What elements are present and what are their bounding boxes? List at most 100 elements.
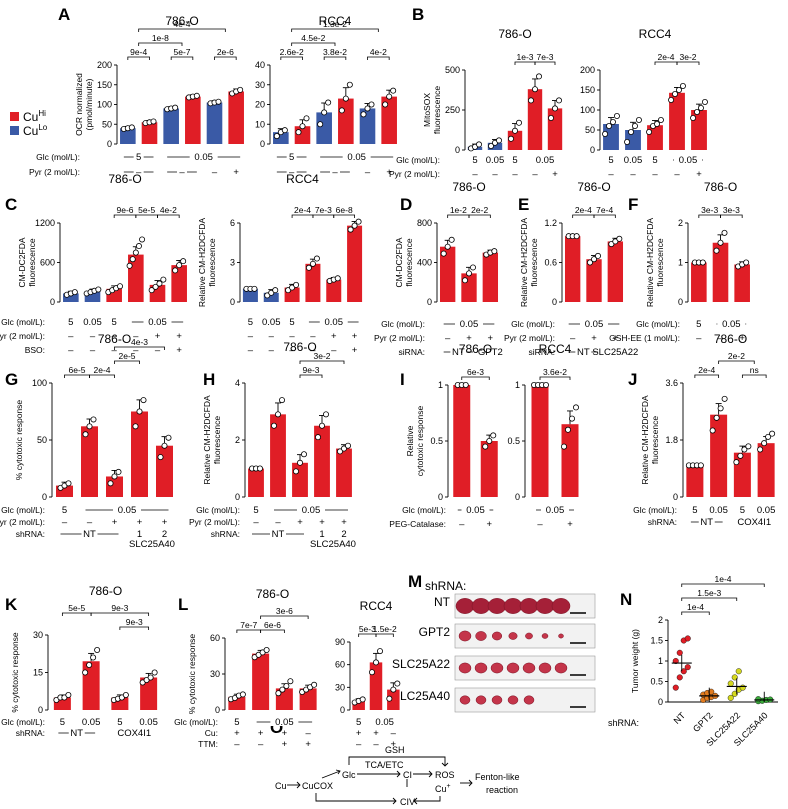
tumor-specimen	[551, 598, 571, 614]
row-value: 5	[472, 155, 477, 166]
row-value: GPT2	[478, 347, 503, 358]
y-axis-label: CM-DC2FDA	[17, 237, 27, 287]
data-point	[156, 280, 163, 287]
data-point	[709, 427, 716, 434]
row-value: 1	[137, 529, 142, 540]
data-point	[507, 135, 514, 142]
y-axis-label: fluorescence	[212, 416, 222, 464]
chart-title: 786-O	[452, 180, 485, 194]
bar	[206, 102, 223, 144]
bar	[453, 385, 471, 497]
row-value: +	[233, 167, 239, 178]
row-value: –	[718, 333, 724, 344]
tumor-specimen	[507, 695, 519, 705]
row-value: –	[269, 345, 275, 356]
row-value: NT	[83, 529, 96, 540]
row-value: 5	[608, 155, 613, 166]
chart-title: 786-O	[577, 180, 610, 194]
sig-label: 9e-3	[302, 365, 319, 375]
row-value: –	[275, 517, 281, 528]
y-tick-label: 1	[515, 380, 520, 390]
sig-bracket	[539, 376, 571, 380]
y-tick-label: 0	[235, 492, 240, 502]
sig-label: 1e-4	[687, 602, 704, 612]
row-value: NT	[272, 529, 285, 540]
row-value: –	[652, 169, 658, 180]
sig-label: 6e-3	[467, 367, 484, 377]
row-value: 0.05	[460, 319, 479, 330]
row-label: GSH-EE (1 mol/L):	[609, 333, 680, 343]
y-axis-label: fluorescence	[432, 86, 442, 134]
y-axis-label: Relative CM-H2DCFDA	[519, 218, 529, 308]
panel-letter: H	[203, 370, 215, 389]
sig-label: 1.3e-2	[323, 19, 347, 29]
sig-label: 5e-5	[68, 603, 85, 613]
data-point	[148, 287, 155, 294]
data-point	[342, 95, 349, 102]
y-axis-label: OCR normalized	[74, 73, 84, 136]
row-value: 5	[289, 317, 294, 328]
row-span-mask	[81, 528, 98, 538]
row-value: +	[162, 517, 168, 528]
o-cucox: CuCOX	[302, 781, 333, 791]
sig-bracket	[135, 214, 158, 218]
data-point	[272, 287, 279, 294]
sig-bracket	[291, 28, 379, 32]
row-label: Glc (mol/L):	[511, 319, 555, 329]
data-point	[602, 130, 609, 137]
y-axis-label: fluorescence	[207, 238, 217, 286]
y-axis-label: Relative CM-H2DCFDA	[645, 218, 655, 308]
y-tick-label: 0.5	[430, 436, 443, 446]
row-span-mask	[189, 151, 218, 161]
chart-title: 786-O	[165, 14, 198, 28]
data-point	[495, 137, 502, 144]
y-axis-label: % cytotoxic response	[10, 632, 20, 713]
tumor-row-label: SLC25A40	[392, 689, 450, 703]
row-span-mask	[286, 166, 297, 176]
data-point	[322, 411, 329, 418]
sig-label: 9e-4	[130, 47, 147, 57]
row-value: 0.05	[486, 155, 505, 166]
data-point	[376, 648, 383, 655]
data-point	[86, 423, 93, 430]
sig-bracket	[358, 633, 377, 637]
tumor-specimen	[455, 598, 475, 614]
data-point	[180, 258, 187, 265]
row-span-mask	[450, 346, 467, 356]
row-value: 5	[62, 505, 67, 516]
data-point	[512, 127, 519, 134]
data-point	[390, 686, 397, 693]
bar	[131, 411, 148, 497]
row-label: Cu:	[205, 728, 218, 738]
sig-bracket	[138, 42, 183, 46]
chart-C1: C 786-O 0 600 1200 CM-DC2FDA fluorescence 9e-6 5…	[0, 172, 187, 356]
row-value: 5	[117, 717, 122, 728]
row-value: –	[248, 331, 254, 342]
chart-title: RCC4	[539, 342, 572, 356]
sig-bracket	[333, 214, 355, 218]
data-point	[215, 98, 222, 105]
y-axis-label: Relative CM-H2DCFDA	[197, 218, 207, 308]
row-value: +	[112, 517, 118, 528]
data-point	[699, 259, 706, 266]
bar	[480, 441, 498, 497]
y-tick-label: 30	[335, 682, 345, 692]
bar	[82, 661, 100, 710]
row-span-mask	[270, 528, 286, 538]
tumor-specimen	[523, 695, 535, 705]
chart-F: F 786-O 0 1 2 Relative CM-H2DCFDA fluorescence…	[609, 180, 750, 344]
y-tick-label: 0	[38, 705, 43, 715]
row-value: 5	[740, 505, 745, 516]
data-point	[263, 647, 270, 654]
row-value: +	[386, 167, 392, 178]
y-tick-label: 200	[97, 60, 112, 70]
row-value: 0.05	[536, 155, 555, 166]
tumor-specimen	[475, 631, 487, 641]
data-point	[440, 250, 447, 257]
y-tick-label: 150	[97, 80, 112, 90]
data-point	[287, 678, 294, 685]
row-value: –	[696, 333, 702, 344]
y-tick-label: 2	[658, 615, 663, 625]
row-span-mask	[177, 166, 187, 176]
